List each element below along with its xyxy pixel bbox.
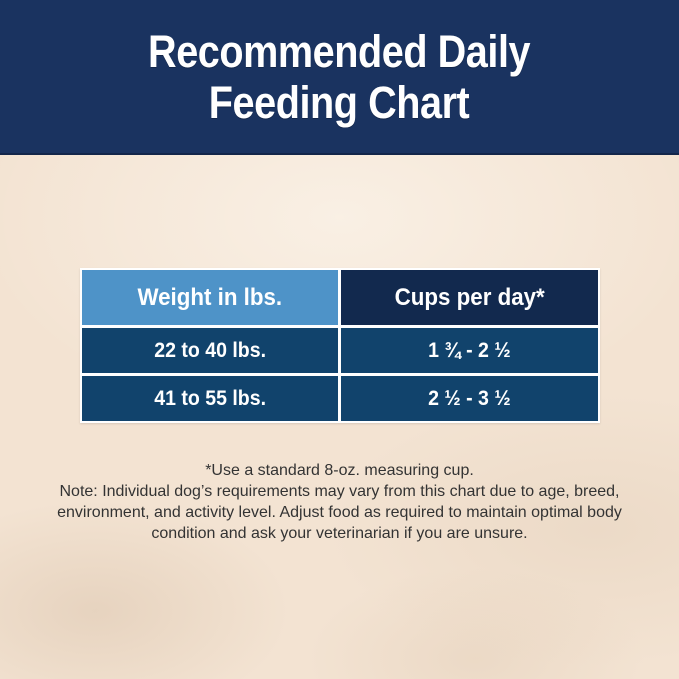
footnotes: *Use a standard 8-oz. measuring cup. Not…	[34, 460, 646, 544]
table-row-1-cups-cell: 1 ¾ - 2 ½	[341, 328, 598, 373]
table-row-1-weight-cell: 22 to 40 lbs.	[81, 328, 338, 373]
column-header-cups: Cups per day*	[341, 270, 598, 325]
feeding-table-container: Weight in lbs. Cups per day* 22 to 40 lb…	[79, 268, 600, 423]
page-title: Recommended Daily Feeding Chart	[148, 26, 530, 128]
table-row-1-cups-value: 1 ¾ - 2 ½	[427, 338, 511, 362]
table-row-2-cups-value: 2 ½ - 3 ½	[427, 386, 511, 410]
page-title-line1: Recommended Daily	[148, 25, 531, 77]
title-banner: Recommended Daily Feeding Chart	[0, 0, 679, 155]
disclaimer-note: Note: Individual dog’s requirements may …	[57, 483, 622, 542]
feeding-table: Weight in lbs. Cups per day* 22 to 40 lb…	[79, 268, 600, 423]
table-row-1-weight-value: 22 to 40 lbs.	[153, 338, 266, 362]
page-title-line2: Feeding Chart	[209, 76, 470, 128]
column-header-cups-label: Cups per day*	[394, 283, 545, 311]
measuring-cup-footnote: *Use a standard 8-oz. measuring cup.	[205, 462, 474, 479]
column-header-weight-label: Weight in lbs.	[137, 283, 283, 311]
table-row-2-weight-value: 41 to 55 lbs.	[153, 386, 266, 410]
table-row-2-cups-cell: 2 ½ - 3 ½	[341, 376, 598, 421]
table-row-2-weight-cell: 41 to 55 lbs.	[81, 376, 338, 421]
column-header-weight: Weight in lbs.	[81, 270, 338, 325]
